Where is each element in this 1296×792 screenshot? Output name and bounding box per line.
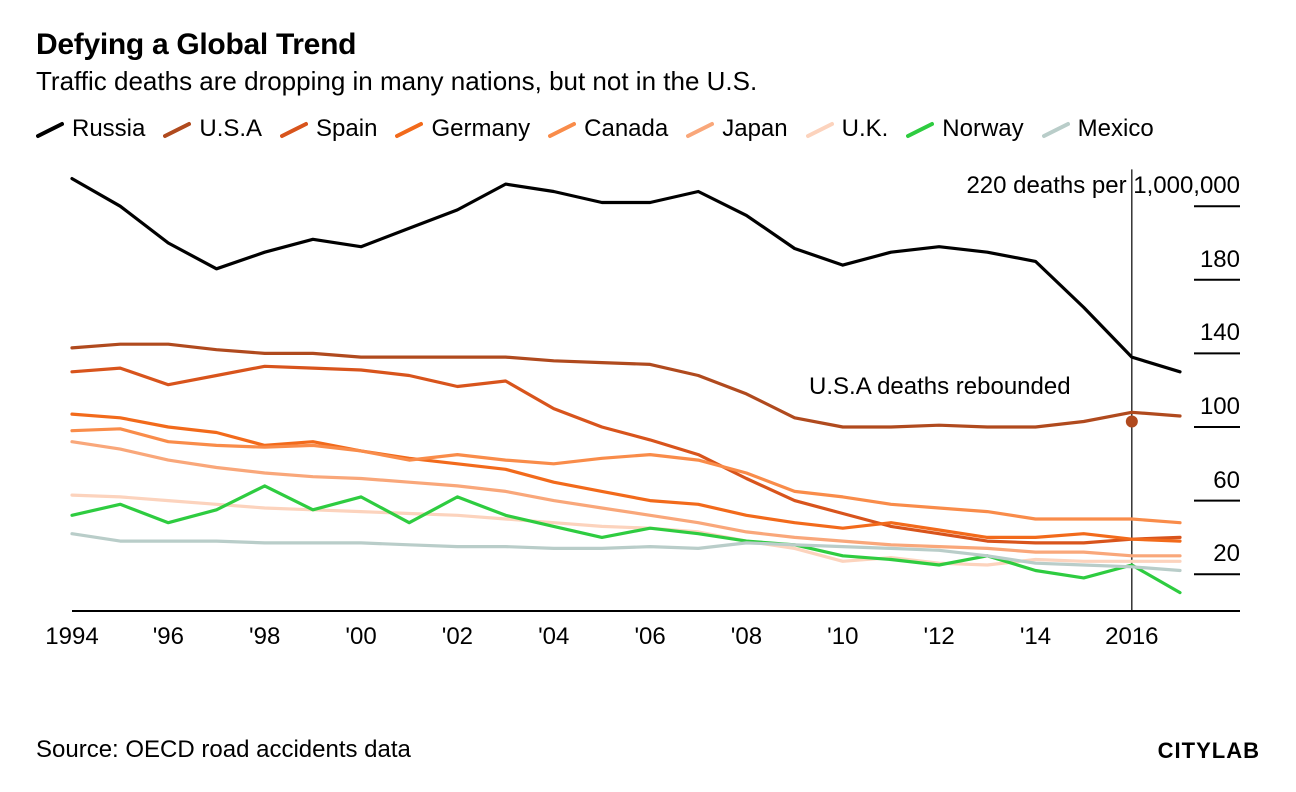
x-axis-label: '12 [923, 623, 954, 651]
subtitle: Traffic deaths are dropping in many nati… [36, 66, 1260, 97]
series-line [72, 429, 1180, 523]
annotation-dot [1126, 415, 1138, 427]
x-axis-label: '06 [634, 623, 665, 651]
legend-swatch [548, 120, 576, 140]
legend-item: Canada [548, 111, 668, 147]
legend-swatch [1042, 120, 1070, 140]
legend-item: U.K. [806, 111, 889, 147]
legend-label: Japan [722, 115, 787, 142]
line-chart-svg [36, 151, 1260, 661]
legend-swatch [806, 120, 834, 140]
x-axis-label: '96 [153, 623, 184, 651]
y-axis-label: 140 [1200, 319, 1240, 347]
legend-label: Canada [584, 115, 668, 142]
x-axis-label: '08 [731, 623, 762, 651]
x-axis-label: 2016 [1105, 623, 1158, 651]
brand-logo: CITYLAB [1158, 738, 1260, 764]
x-axis-label: '00 [345, 623, 376, 651]
chart-area: 20 60 100 140 180 220 deaths per 1,000,000 199… [36, 151, 1260, 661]
y-axis-label: 60 [1213, 467, 1240, 495]
legend-swatch [906, 120, 934, 140]
legend-item: U.S.A [163, 111, 262, 147]
page-title: Defying a Global Trend [36, 28, 1260, 62]
y-axis-label: 100 [1200, 393, 1240, 421]
annotation-text: U.S.A deaths rebounded [809, 373, 1071, 401]
legend-item: Germany [395, 111, 530, 147]
x-axis-label: '02 [442, 623, 473, 651]
x-axis-label: '14 [1020, 623, 1051, 651]
legend-swatch [280, 120, 308, 140]
series-line [72, 495, 1180, 565]
legend-item: Russia [36, 111, 145, 147]
chart-legend: Russia U.S.A Spain Germany Canada Japan U.K. No… [36, 111, 1260, 147]
x-axis-label: 1994 [45, 623, 98, 651]
legend-label: Spain [316, 115, 377, 142]
legend-item: Mexico [1042, 111, 1154, 147]
x-axis-label: '04 [538, 623, 569, 651]
series-line [72, 179, 1180, 372]
y-axis-top-label: 220 deaths per 1,000,000 [966, 172, 1240, 200]
legend-label: Mexico [1078, 115, 1154, 142]
legend-label: U.S.A [199, 115, 262, 142]
x-axis-label: '98 [249, 623, 280, 651]
legend-item: Japan [686, 111, 787, 147]
legend-swatch [36, 120, 64, 140]
legend-label: U.K. [842, 115, 889, 142]
x-axis-label: '10 [827, 623, 858, 651]
legend-label: Norway [942, 115, 1023, 142]
legend-label: Germany [431, 115, 530, 142]
legend-item: Spain [280, 111, 377, 147]
legend-swatch [686, 120, 714, 140]
source-text: Source: OECD road accidents data [36, 736, 411, 764]
legend-swatch [395, 120, 423, 140]
legend-label: Russia [72, 115, 145, 142]
y-axis-label: 180 [1200, 246, 1240, 274]
y-axis-label: 20 [1213, 540, 1240, 568]
legend-swatch [163, 120, 191, 140]
series-line [72, 486, 1180, 593]
legend-item: Norway [906, 111, 1023, 147]
